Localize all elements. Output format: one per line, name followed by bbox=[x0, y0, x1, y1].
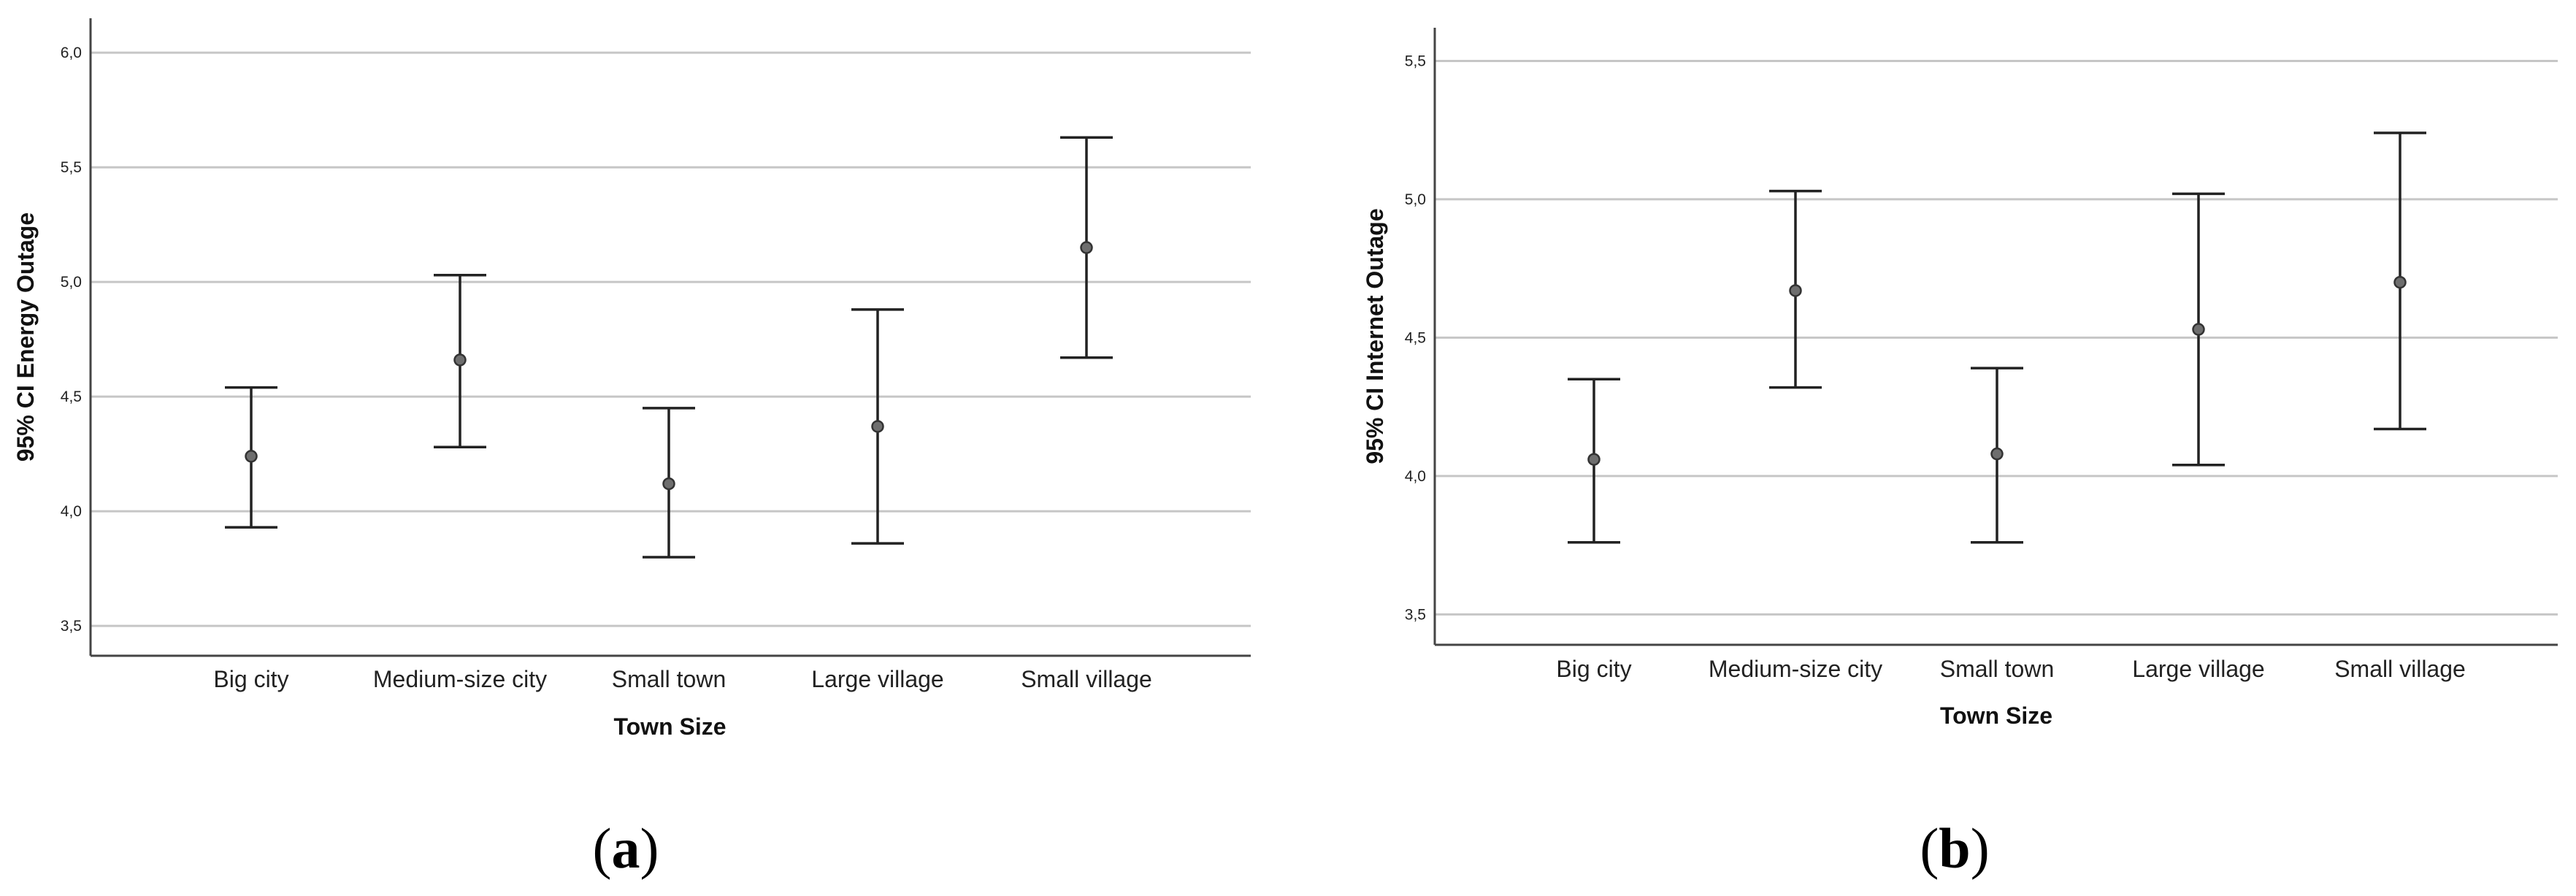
mean-point bbox=[871, 420, 884, 433]
y-tick-label: 5,0 bbox=[1405, 191, 1426, 208]
category-label: Medium-size city bbox=[373, 666, 547, 692]
mean-point bbox=[1789, 284, 1802, 297]
y-tick-label: 4,0 bbox=[1405, 468, 1426, 485]
category-label: Small village bbox=[2334, 656, 2466, 682]
category-label: Large village bbox=[2132, 656, 2264, 682]
chart-panel-a: 3,5 4,0 4,5 5,0 5,5 6,0 Big city Medium-size ci… bbox=[12, 18, 1251, 880]
y-tick-label: 5,5 bbox=[61, 159, 82, 176]
mean-point bbox=[662, 477, 675, 491]
category-label: Big city bbox=[213, 666, 288, 692]
y-tick-label: 5,5 bbox=[1405, 53, 1426, 69]
y-tick-label: 4,5 bbox=[61, 388, 82, 405]
y-axis-title: 95% CI Internet Outage bbox=[1362, 208, 1388, 464]
y-tick-label: 4,0 bbox=[61, 503, 82, 520]
category-label: Big city bbox=[1556, 656, 1631, 682]
y-tick-label: 4,5 bbox=[1405, 329, 1426, 346]
y-tick-label: 3,5 bbox=[61, 618, 82, 635]
y-axis-title: 95% CI Energy Outage bbox=[12, 212, 39, 462]
panel-label: (a) bbox=[593, 816, 659, 880]
mean-point bbox=[1587, 453, 1601, 466]
category-label: Small village bbox=[1021, 666, 1152, 692]
mean-point bbox=[1990, 447, 2004, 461]
chart-panel-b: 3,5 4,0 4,5 5,0 5,5 Big city Medium-size city S… bbox=[1362, 28, 2558, 880]
category-label: Large village bbox=[811, 666, 943, 692]
mean-point bbox=[245, 450, 258, 463]
y-tick-label: 3,5 bbox=[1405, 606, 1426, 623]
y-tick-label: 5,0 bbox=[61, 274, 82, 291]
mean-point bbox=[1080, 241, 1093, 254]
mean-point bbox=[2192, 323, 2205, 336]
mean-point bbox=[2393, 275, 2407, 289]
category-label: Medium-size city bbox=[1709, 656, 1882, 682]
x-axis-title: Town Size bbox=[613, 713, 726, 740]
x-axis-title: Town Size bbox=[1940, 702, 2052, 729]
category-label: Small town bbox=[612, 666, 727, 692]
y-tick-label: 6,0 bbox=[61, 45, 82, 61]
category-label: Small town bbox=[1940, 656, 2055, 682]
mean-point bbox=[453, 353, 467, 367]
panel-label: (b) bbox=[1920, 816, 1989, 880]
